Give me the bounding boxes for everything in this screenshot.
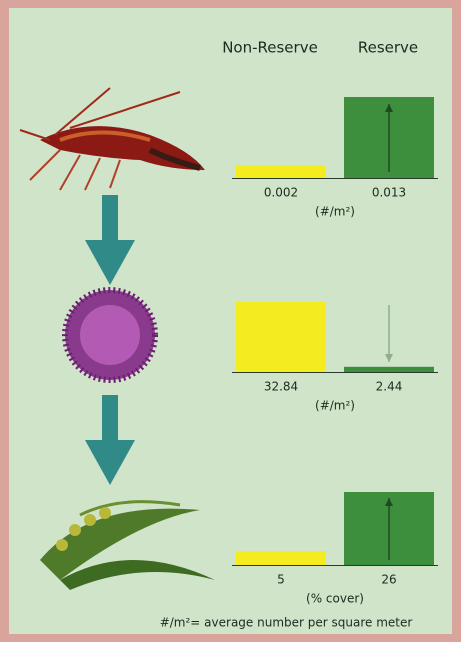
unit-label: (#/m²)	[315, 399, 355, 413]
value-label: 0.002	[264, 186, 298, 200]
unit-label: (% cover)	[306, 592, 364, 606]
value-label: 0.013	[372, 186, 406, 200]
bar	[236, 551, 326, 565]
bar	[344, 367, 434, 372]
infographic: Non-Reserve Reserve 0.002 0.013 (#/m²) 32.8…	[0, 0, 461, 642]
bar	[236, 166, 326, 178]
column-header: Reserve	[358, 39, 418, 57]
value-label: 2.44	[376, 380, 403, 394]
unit-label: (#/m²)	[315, 205, 355, 219]
value-label: 26	[381, 573, 396, 587]
column-header: Non-Reserve	[222, 39, 318, 57]
footnote: #/m²= average number per square meter	[160, 616, 413, 630]
urchin-illustration	[65, 290, 155, 380]
value-label: 32.84	[264, 380, 298, 394]
value-label: 5	[277, 573, 285, 587]
bar	[236, 302, 326, 372]
